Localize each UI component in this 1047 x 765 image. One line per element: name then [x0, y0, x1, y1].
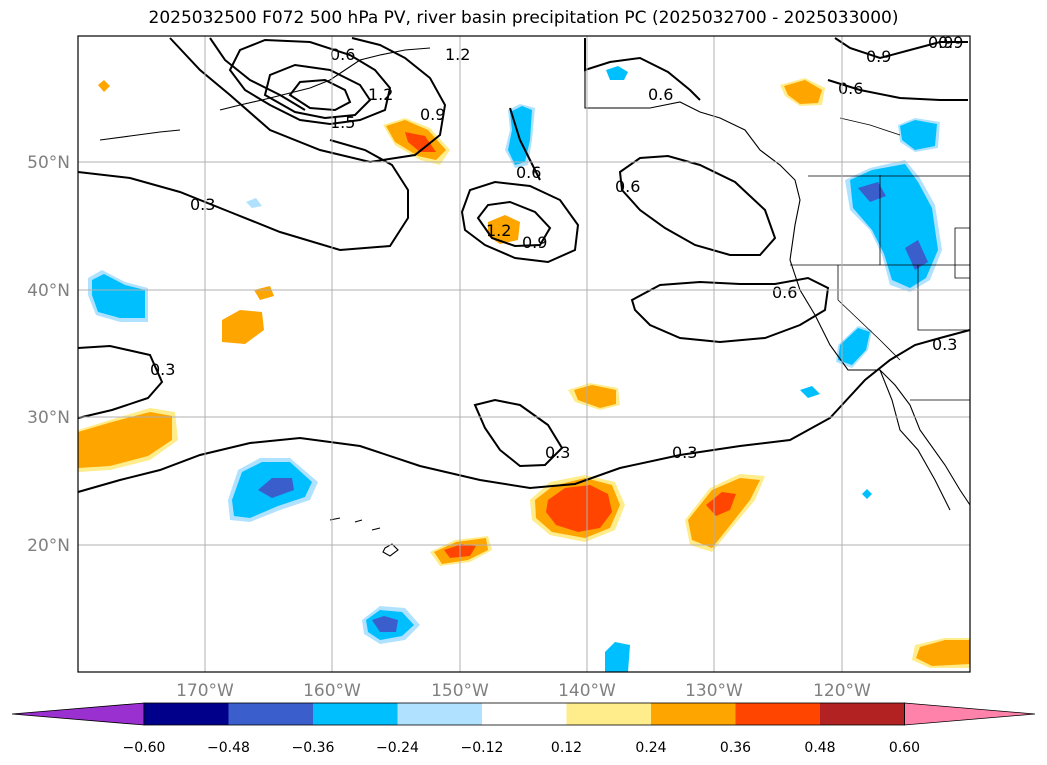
lat-labels: 50°N 40°N 30°N 20°N	[27, 153, 70, 556]
coastlines	[99, 38, 971, 557]
contour-label: 0.9	[522, 233, 547, 252]
precip-blob-pos	[916, 640, 970, 666]
precip-blob-neg	[800, 386, 820, 398]
borders	[790, 117, 971, 401]
colorbar-tick-label: −0.48	[207, 740, 250, 756]
colorbar-tick-label: −0.12	[461, 740, 504, 756]
precip-blob-pos	[405, 132, 436, 152]
contour-label: 0.6	[615, 177, 640, 196]
colorbar-extend-high	[904, 702, 1036, 726]
contour-label: 0.3	[932, 335, 957, 354]
precip-blob-neg	[850, 164, 938, 288]
lon-label: 120°W	[813, 681, 871, 701]
lon-label: 130°W	[685, 681, 743, 701]
colorbar-segment	[397, 703, 482, 725]
precip-blob-pos	[546, 485, 612, 532]
contour-label: 0.9	[420, 105, 445, 124]
colorbar-extend-low	[11, 702, 145, 726]
colorbar-tick-label: 0.48	[804, 740, 835, 756]
precip-blob-neg	[858, 182, 886, 202]
contour-label: 0.6	[838, 79, 863, 98]
colorbar-tick-label: 0.12	[551, 740, 582, 756]
precip-blob-neg	[92, 274, 145, 318]
colorbar-segment	[313, 703, 398, 725]
precip-blob-pos	[488, 215, 520, 244]
lat-label: 50°N	[27, 153, 70, 173]
colorbar-tick-label: 0.36	[720, 740, 751, 756]
contour-label: 0.3	[672, 443, 697, 462]
colorbar-segment	[144, 703, 229, 725]
colorbar-tick-label: −0.24	[376, 740, 419, 756]
lat-label: 20°N	[27, 536, 70, 556]
precip-blob-pos	[78, 412, 172, 468]
contour-label: 0.9	[866, 47, 891, 66]
contour-label: 0.6	[648, 85, 673, 104]
lon-label: 140°W	[558, 681, 616, 701]
colorbar-tick-label: 0.24	[635, 740, 666, 756]
graticule	[78, 36, 970, 672]
precip-blob-pos	[254, 286, 274, 300]
map-title: 2025032500 F072 500 hPa PV, river basin …	[148, 8, 899, 28]
precip-blob-neg	[905, 240, 928, 270]
precip-blob-neg	[606, 66, 628, 80]
lon-label: 160°W	[303, 681, 361, 701]
contour-label: 0.9	[928, 33, 953, 52]
precip-blob-pos	[688, 478, 760, 548]
contour-label: 1.5	[330, 113, 355, 132]
precip-blob-neg	[605, 642, 630, 672]
precip-blob-pos	[222, 310, 264, 344]
colorbar-segment	[820, 703, 905, 725]
colorbar-tick-label: −0.60	[123, 740, 166, 756]
contour-label: 1.2	[368, 85, 393, 104]
colorbar-segment	[566, 703, 651, 725]
precip-blob-neg	[838, 328, 870, 365]
precip-blob-pos	[574, 385, 616, 408]
precip-blob-neg	[258, 478, 294, 498]
lon-label: 150°W	[431, 681, 489, 701]
colorbar-segment	[228, 703, 313, 725]
contour-label: 0.6	[516, 163, 541, 182]
precip-shading	[78, 66, 970, 672]
lon-label: 170°W	[176, 681, 234, 701]
colorbar-frame	[143, 702, 905, 726]
lat-label: 30°N	[27, 408, 70, 428]
colorbar-tick-label: 0.60	[889, 740, 920, 756]
colorbar: −0.60 −0.48 −0.36 −0.24 −0.12 0.12 0.24 …	[11, 702, 1036, 756]
precip-blob-neg	[900, 120, 937, 150]
contour-label: 0.9	[938, 33, 963, 52]
precip-blob-neg	[372, 616, 398, 632]
contour-label: 0.6	[772, 283, 797, 302]
contour-label: 0.3	[150, 360, 175, 379]
contour-label: 0.6	[330, 45, 355, 64]
precip-blob-pos	[98, 80, 110, 92]
colorbar-segment	[651, 703, 736, 725]
precip-blob-neg	[862, 489, 872, 499]
colorbar-segment	[482, 703, 567, 725]
lon-labels: 170°W 160°W 150°W 140°W 130°W 120°W	[176, 681, 871, 701]
contour-label: 0.3	[190, 195, 215, 214]
contour-label: 1.2	[445, 45, 470, 64]
precip-blob-pos	[784, 80, 822, 104]
lat-label: 40°N	[27, 281, 70, 301]
colorbar-segment	[735, 703, 820, 725]
map-frame	[77, 35, 971, 673]
contour-label: 0.3	[545, 443, 570, 462]
pv-contours	[77, 37, 971, 493]
contour-label: 1.2	[486, 221, 511, 240]
contour-label-group: 0.6 1.2 0.9 1.2 1.5 0.9 0.3 0.6 1.2 0.9 …	[150, 33, 963, 462]
precip-blob-neg	[246, 198, 262, 208]
colorbar-tick-label: −0.36	[292, 740, 335, 756]
